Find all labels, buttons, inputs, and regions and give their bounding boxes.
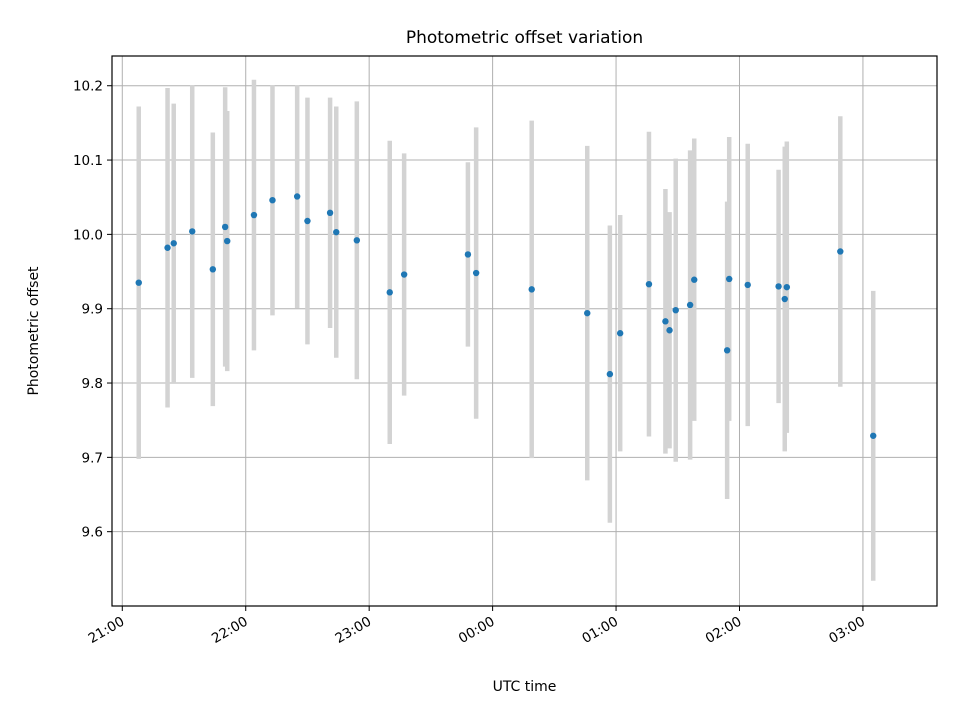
y-axis-label: Photometric offset [26, 266, 42, 396]
data-point [775, 283, 782, 290]
data-point [781, 295, 788, 303]
data-point [333, 228, 340, 236]
data-point [662, 318, 669, 325]
data-point [723, 347, 731, 354]
data-point [250, 211, 258, 219]
data-point [164, 244, 171, 251]
y-tick-label: 10.1 [73, 153, 103, 169]
data-point [870, 432, 877, 439]
data-point [606, 370, 614, 378]
data-point [353, 237, 361, 244]
y-tick-label: 9.6 [82, 525, 103, 541]
data-point [400, 271, 408, 278]
data-point [221, 223, 229, 231]
data-point [645, 280, 653, 288]
y-tick-label: 10.0 [73, 227, 103, 243]
data-point [744, 281, 751, 289]
data-point [672, 306, 679, 314]
data-point [726, 275, 733, 283]
data-point [224, 237, 231, 245]
data-point [616, 330, 624, 337]
data-point [528, 286, 535, 293]
chart-title: Photometric offset variation [406, 28, 643, 48]
data-point [135, 279, 142, 286]
data-point [472, 269, 480, 277]
data-point [464, 251, 472, 258]
axes-frame [111, 55, 938, 607]
data-point [189, 228, 196, 235]
y-tick-label: 10.2 [73, 79, 103, 95]
data-point [691, 276, 698, 283]
data-point [783, 283, 791, 291]
data-point [666, 327, 673, 334]
y-tick-label: 9.8 [82, 376, 103, 392]
y-tick-label: 9.9 [82, 302, 103, 318]
x-axis-label: UTC time [493, 679, 557, 695]
data-point [837, 248, 844, 255]
y-tick-label: 9.7 [82, 450, 103, 466]
data-point [209, 266, 217, 273]
data-point [269, 196, 276, 204]
data-point [293, 193, 301, 200]
data-point [386, 289, 393, 296]
data-point [326, 209, 334, 217]
data-point [686, 301, 694, 309]
data-point [304, 217, 311, 225]
data-point [584, 309, 591, 317]
data-point [170, 240, 177, 247]
